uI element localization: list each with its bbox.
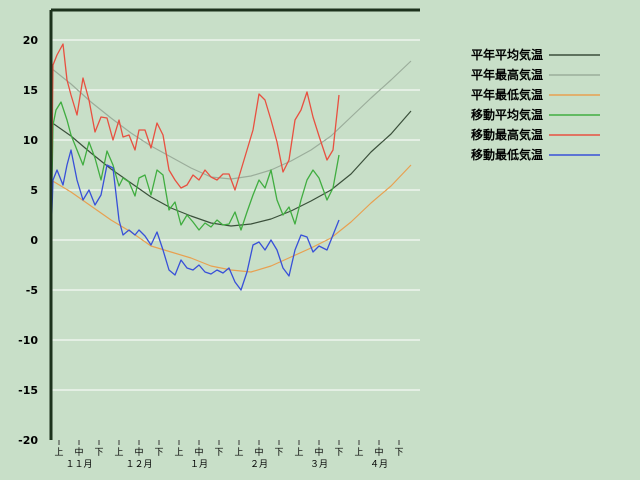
- x-sub-tick-label-5: 下: [154, 448, 163, 458]
- x-month-label-2: １月: [190, 459, 208, 470]
- axes: [49, 8, 420, 440]
- x-sub-tick-label-4: 中: [134, 446, 143, 458]
- y-tick-label--10: -10: [18, 334, 38, 347]
- x-month-label-4: ３月: [310, 459, 328, 470]
- x-sub-tick-label-9: 上: [234, 447, 243, 458]
- x-sub-tick-label-7: 中: [194, 446, 203, 458]
- y-tick-label-15: 15: [23, 84, 38, 97]
- y-tick-label-10: 10: [23, 134, 39, 147]
- x-month-label-0: １１月: [65, 459, 92, 470]
- y-tick-label--5: -5: [26, 284, 38, 297]
- y-tick-label--15: -15: [18, 384, 38, 397]
- series-line-0: [50, 110, 412, 227]
- x-sub-tick-label-6: 上: [174, 447, 183, 458]
- x-sub-tick-label-15: 上: [354, 447, 363, 458]
- legend-label-4: 移動最高気温: [471, 127, 543, 142]
- x-sub-tick-label-10: 中: [254, 446, 263, 458]
- legend-label-3: 移動平均気温: [471, 107, 543, 122]
- x-sub-tick-label-8: 下: [214, 448, 223, 458]
- y-tick-label-20: 20: [23, 34, 39, 47]
- y-tick-label-5: 5: [30, 184, 38, 197]
- series-line-4: [50, 43, 340, 241]
- x-sub-tick-label-16: 中: [374, 446, 383, 458]
- series-line-2: [50, 164, 412, 273]
- y-axis-ticks: 20 15 10 5 0 -5 -10 -15 -20: [18, 34, 38, 447]
- y-tick-label-0: 0: [30, 234, 38, 247]
- x-sub-tick-label-13: 中: [314, 446, 323, 458]
- legend-label-2: 平年最低気温: [471, 87, 543, 102]
- x-axis-ticks: 上中下上中下上中下上中下上中下上中下１１月 １２月 １月 ２月 ３月 ４月: [54, 440, 404, 470]
- x-sub-tick-label-0: 上: [54, 447, 63, 458]
- series-lines: [50, 43, 412, 291]
- legend-label-1: 平年最高気温: [471, 67, 543, 82]
- legend-label-5: 移動最低気温: [471, 147, 543, 162]
- x-sub-tick-label-11: 下: [274, 448, 283, 458]
- x-sub-tick-label-12: 上: [294, 447, 303, 458]
- x-month-label-5: ４月: [370, 459, 388, 470]
- series-line-3: [50, 101, 340, 241]
- series-line-5: [50, 149, 340, 291]
- x-sub-tick-label-3: 上: [114, 447, 123, 458]
- x-sub-tick-label-17: 下: [394, 448, 403, 458]
- x-sub-tick-label-1: 中: [74, 446, 83, 458]
- legend-label-0: 平年平均気温: [471, 47, 543, 62]
- x-sub-tick-label-14: 下: [334, 448, 343, 458]
- x-sub-tick-label-2: 下: [94, 448, 103, 458]
- x-month-label-1: １２月: [125, 459, 152, 470]
- y-tick-label--20: -20: [18, 434, 38, 447]
- x-month-label-3: ２月: [250, 459, 268, 470]
